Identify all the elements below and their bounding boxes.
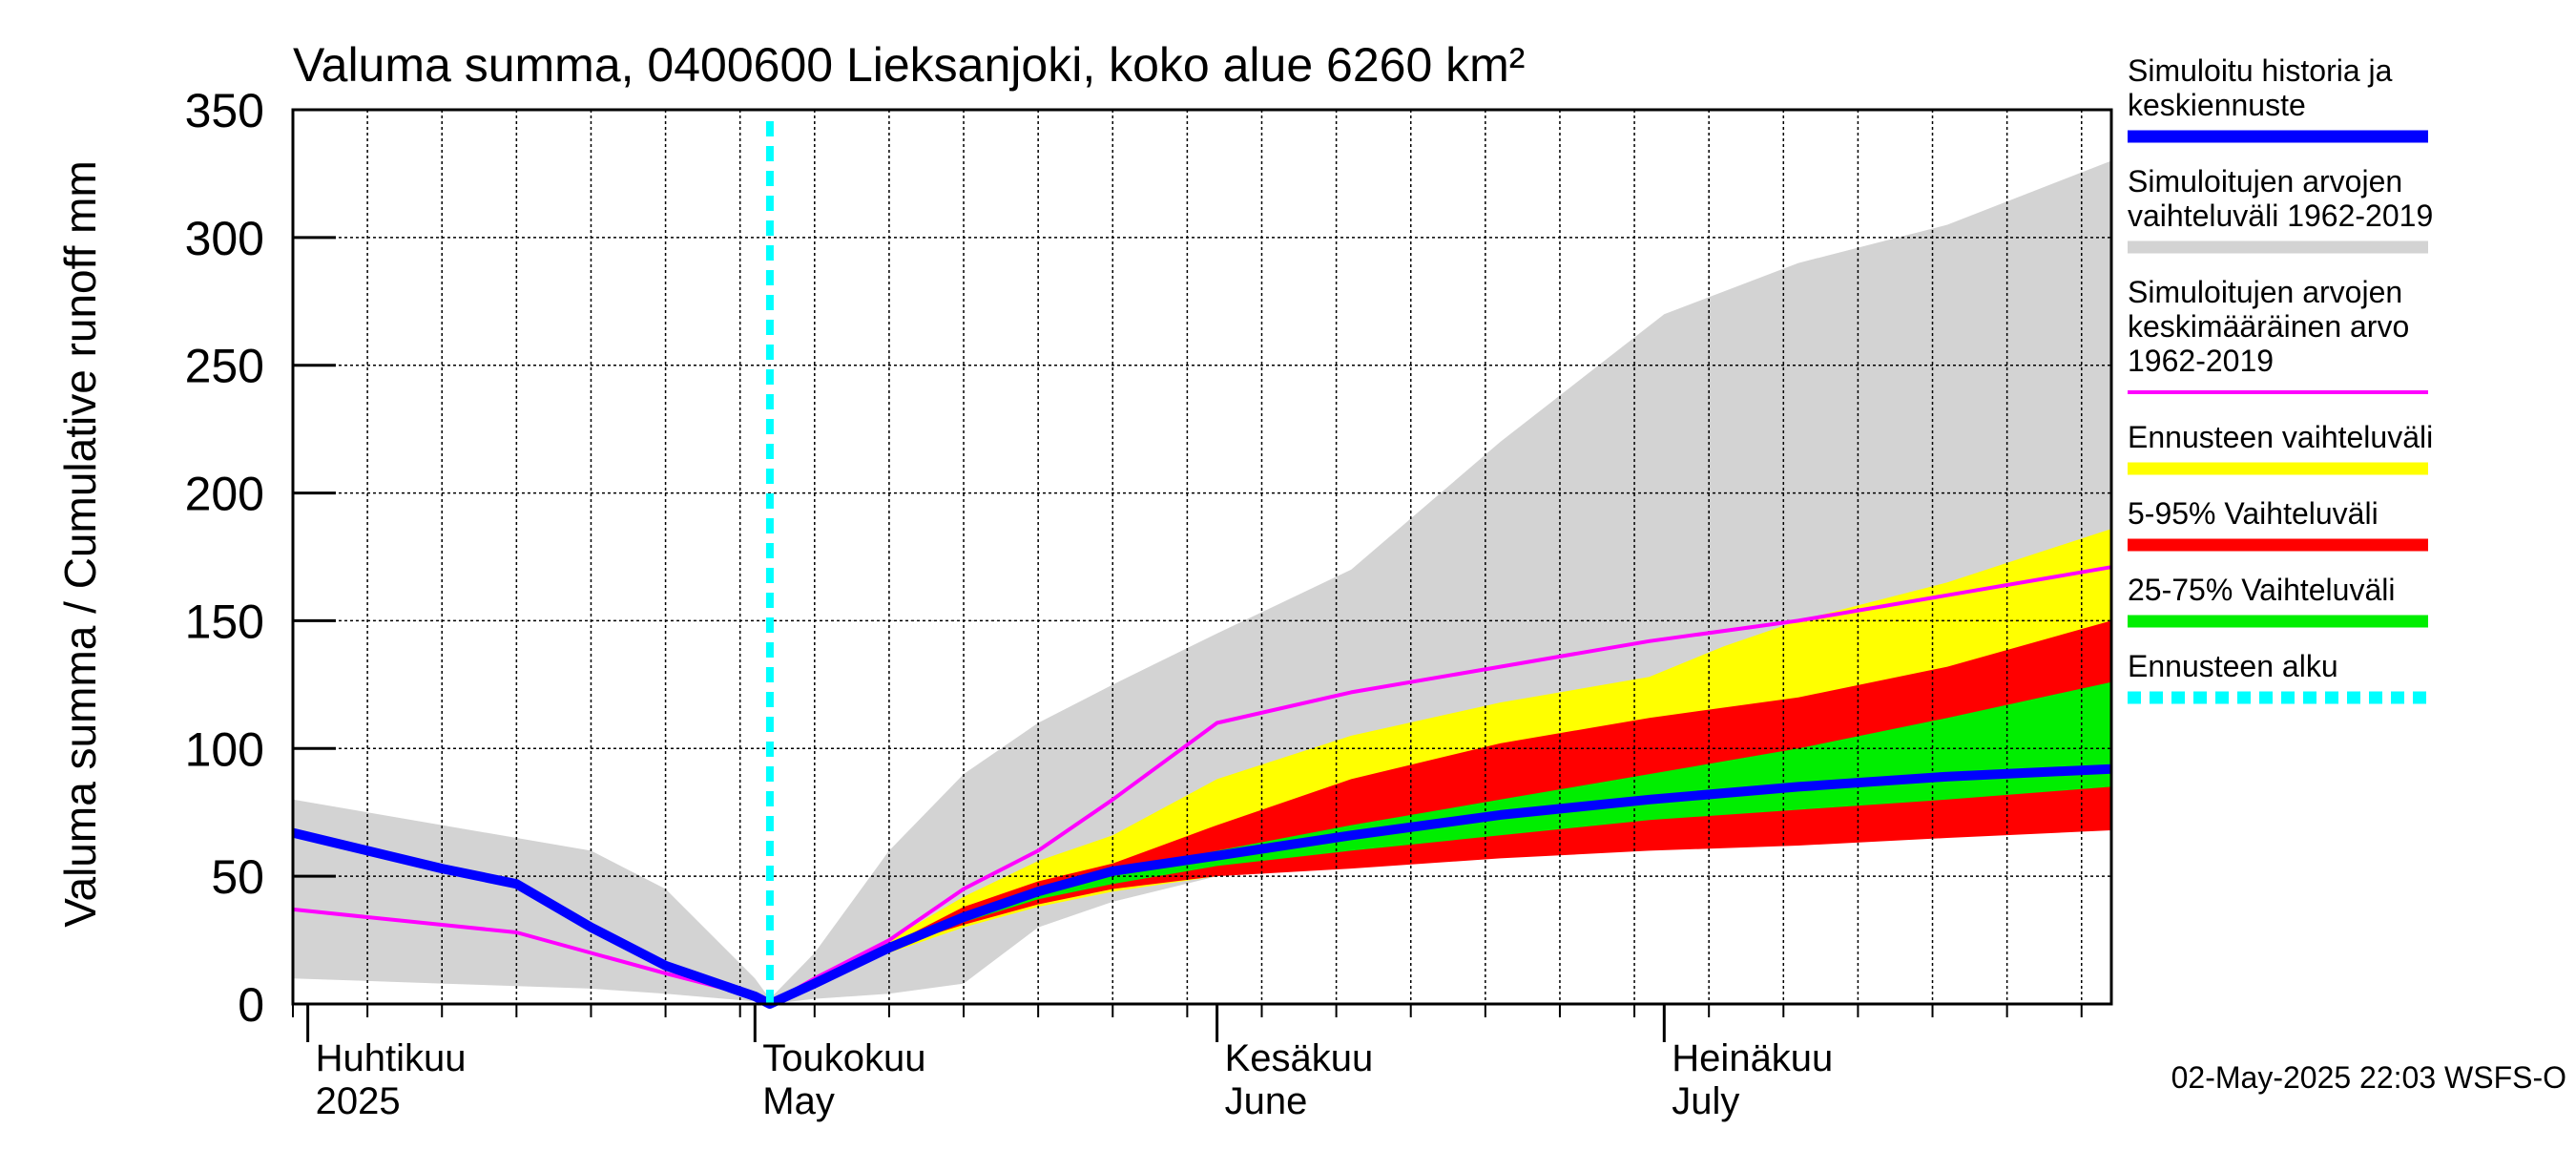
y-tick-label: 200: [185, 468, 264, 521]
x-month-label-en: May: [762, 1080, 835, 1122]
timestamp-footer: 02-May-2025 22:03 WSFS-O: [2171, 1060, 2566, 1095]
legend-label: Simuloitujen arvojen: [2128, 275, 2402, 309]
y-tick-label: 100: [185, 722, 264, 776]
y-tick-label: 350: [185, 84, 264, 137]
y-tick-label: 150: [185, 595, 264, 648]
legend-label: Ennusteen vaihteluväli: [2128, 420, 2433, 454]
legend-label: keskimääräinen arvo: [2128, 309, 2409, 344]
x-month-label-fi: Kesäkuu: [1225, 1037, 1374, 1079]
legend-label: 1962-2019: [2128, 344, 2274, 378]
x-month-label-en: July: [1672, 1080, 1739, 1122]
x-month-label-en: 2025: [316, 1080, 401, 1122]
y-tick-label: 50: [211, 850, 264, 904]
legend-label: 25-75% Vaihteluväli: [2128, 573, 2395, 607]
legend-label: Ennusteen alku: [2128, 649, 2338, 683]
x-month-label-fi: Huhtikuu: [316, 1037, 467, 1079]
y-tick-label: 250: [185, 340, 264, 393]
band-series-4: [769, 681, 2111, 1004]
legend-label: Simuloitujen arvojen: [2128, 164, 2402, 199]
x-month-label-fi: Heinäkuu: [1672, 1037, 1833, 1079]
legend-label: vaihteluväli 1962-2019: [2128, 199, 2433, 233]
chart-title: Valuma summa, 0400600 Lieksanjoki, koko …: [293, 38, 1525, 92]
plot-frame: [291, 108, 2113, 1006]
y-axis-label: Valuma summa / Cumulative runoff mm: [55, 160, 105, 928]
line-series-1: [292, 565, 2112, 1006]
y-tick-label: 300: [185, 212, 264, 265]
x-month-label-fi: Toukokuu: [762, 1037, 925, 1079]
line-series-2: [291, 763, 2112, 1009]
legend-label: Simuloitu historia ja: [2128, 53, 2393, 88]
x-month-label-en: June: [1225, 1080, 1308, 1122]
y-tick-label: 0: [238, 978, 264, 1032]
legend-label: 5-95% Vaihteluväli: [2128, 496, 2379, 531]
legend-label: keskiennuste: [2128, 88, 2306, 122]
